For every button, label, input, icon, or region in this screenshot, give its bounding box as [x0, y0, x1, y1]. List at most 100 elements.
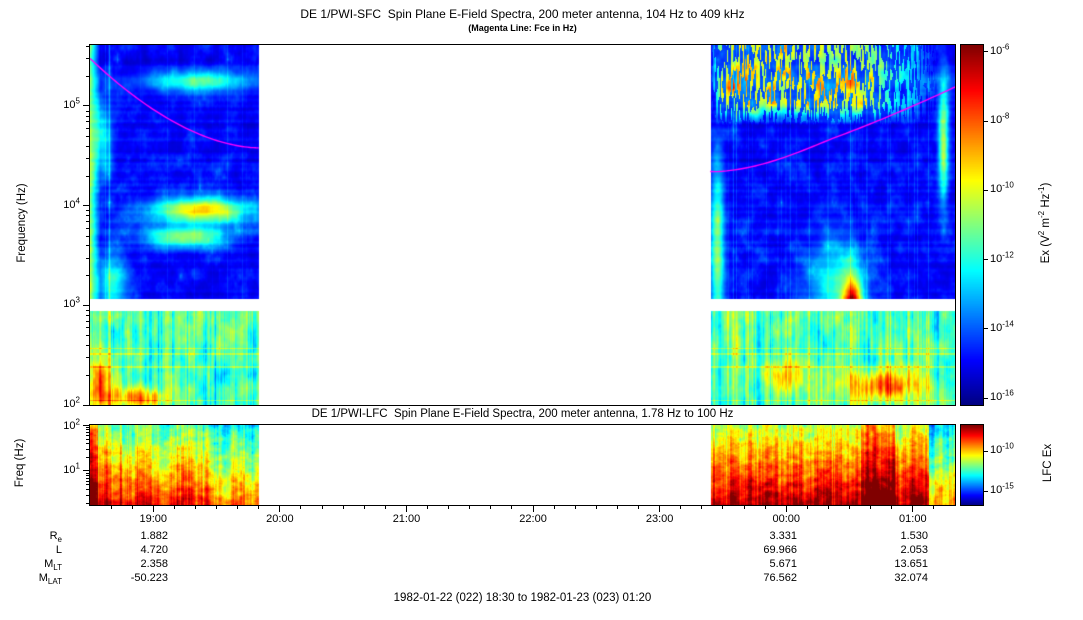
sfc-y-minor-tick — [86, 175, 90, 177]
x-tick — [785, 506, 787, 512]
sfc-y-tick — [83, 404, 90, 406]
ephemeris-row-label: L — [55, 544, 62, 556]
lfc-y-minor-tick — [86, 435, 90, 437]
sfc-y-minor-tick — [86, 58, 90, 60]
lfc-spectrogram-canvas — [90, 425, 955, 505]
sfc-y-tick — [83, 205, 90, 207]
sfc-y-tick-label: 105 — [63, 96, 80, 111]
sfc-colorbar-tick — [983, 120, 988, 122]
x-tick — [405, 506, 407, 512]
sfc-y-minor-tick — [86, 335, 90, 337]
lfc-y-minor-tick — [86, 484, 90, 486]
sfc-colorbar-tick-label: 10-8 — [990, 111, 1010, 127]
sfc-y-tick-label: 104 — [63, 195, 80, 211]
sfc-y-minor-tick — [86, 115, 90, 117]
x-minor-tick — [638, 506, 640, 509]
x-minor-tick — [680, 506, 682, 509]
lfc-y-tick-label: 102 — [63, 417, 80, 432]
sfc-y-minor-tick — [86, 327, 90, 329]
sfc-y-minor-tick — [86, 128, 90, 130]
lfc-y-minor-tick — [86, 427, 90, 429]
ephemeris-value: 5.671 — [769, 558, 797, 570]
lfc-y-minor-tick — [86, 488, 90, 490]
lfc-y-minor-tick — [86, 429, 90, 431]
lfc-y-minor-tick — [86, 448, 90, 450]
sfc-colorbar-tick — [983, 328, 988, 330]
x-minor-tick — [553, 506, 555, 509]
x-minor-tick — [743, 506, 745, 509]
sfc-y-minor-tick — [86, 121, 90, 123]
x-minor-tick — [216, 506, 218, 509]
x-minor-tick — [933, 506, 935, 509]
sfc-y-minor-tick — [86, 320, 90, 322]
x-tick-label: 00:00 — [772, 513, 800, 525]
x-minor-tick — [110, 506, 112, 509]
ephemeris-value: 2.358 — [140, 558, 168, 570]
ephemeris-value: 1.530 — [900, 530, 928, 542]
x-minor-tick — [849, 506, 850, 509]
sfc-y-minor-tick — [86, 221, 90, 223]
sfc-y-minor-tick — [86, 158, 90, 160]
sfc-y-minor-tick — [86, 374, 90, 376]
sfc-y-minor-tick — [86, 227, 90, 229]
ephemeris-value: 2.053 — [900, 544, 928, 556]
lfc-spectrogram-panel — [89, 424, 956, 506]
ephemeris-value: 1.882 — [140, 530, 168, 542]
ephemeris-row-label: MLT — [44, 558, 62, 573]
sfc-colorbar — [960, 44, 984, 406]
x-tick-label: 19:00 — [139, 513, 168, 525]
sfc-y-minor-tick — [86, 75, 90, 77]
x-minor-tick — [870, 506, 872, 509]
ephemeris-row-label: MLAT — [38, 572, 62, 587]
x-minor-tick — [701, 506, 703, 509]
x-minor-tick — [194, 506, 196, 509]
lfc-colorbar-tick — [983, 450, 988, 452]
x-minor-tick — [722, 506, 724, 509]
x-minor-tick — [764, 506, 766, 509]
lfc-y-axis-label: Freq (Hz) — [14, 438, 26, 488]
sfc-y-minor-tick — [86, 309, 90, 311]
x-minor-tick — [258, 506, 260, 509]
sfc-y-minor-tick — [86, 245, 90, 247]
x-minor-tick — [384, 506, 386, 509]
sfc-y-minor-tick — [86, 145, 90, 147]
x-tick — [152, 506, 154, 512]
sfc-y-tick-label: 103 — [63, 295, 80, 311]
sfc-colorbar-canvas — [961, 45, 983, 405]
x-minor-tick — [237, 506, 239, 509]
ephemeris-value: 76.562 — [763, 572, 797, 584]
lfc-y-minor-tick — [86, 494, 90, 496]
x-tick-label: 20:00 — [266, 513, 294, 525]
lfc-colorbar-tick-label: 10-15 — [990, 481, 1014, 496]
sfc-colorbar-tick — [983, 397, 988, 399]
ephemeris-value: 13.651 — [894, 558, 928, 570]
lfc-y-tick — [83, 470, 90, 472]
sfc-colorbar-tick-label: 10-14 — [990, 319, 1014, 334]
sfc-y-minor-tick — [86, 135, 90, 137]
sfc-y-minor-tick — [86, 215, 90, 217]
lfc-y-minor-tick — [86, 472, 90, 474]
sfc-y-minor-tick — [86, 210, 90, 212]
sfc-y-minor-tick — [86, 344, 90, 346]
lfc-colorbar-tick — [983, 490, 988, 492]
lfc-title: DE 1/PWI-LFC Spin Plane E-Field Spectra,… — [311, 408, 734, 420]
x-tick — [532, 506, 534, 512]
x-tick-label: 23:00 — [645, 513, 674, 525]
sfc-y-tick-label: 102 — [63, 395, 80, 410]
sfc-colorbar-tick-label: 10-12 — [990, 249, 1014, 265]
x-tick — [912, 506, 914, 512]
lfc-colorbar-canvas — [961, 425, 983, 505]
x-minor-tick — [448, 506, 450, 509]
sfc-colorbar-tick-label: 10-10 — [990, 180, 1014, 196]
x-minor-tick — [300, 506, 302, 509]
x-minor-tick — [574, 506, 576, 509]
sfc-y-minor-tick — [86, 314, 90, 316]
ephemeris-value: 32.074 — [894, 572, 928, 584]
lfc-y-minor-tick — [86, 456, 90, 458]
lfc-y-minor-tick — [86, 432, 90, 434]
sfc-colorbar-tick — [983, 51, 988, 53]
sfc-y-minor-tick — [86, 110, 90, 112]
lfc-colorbar-label: LFC Ex — [1042, 443, 1054, 483]
sfc-colorbar-label: Ex (V2 m-2 Hz-1) — [1037, 182, 1052, 264]
